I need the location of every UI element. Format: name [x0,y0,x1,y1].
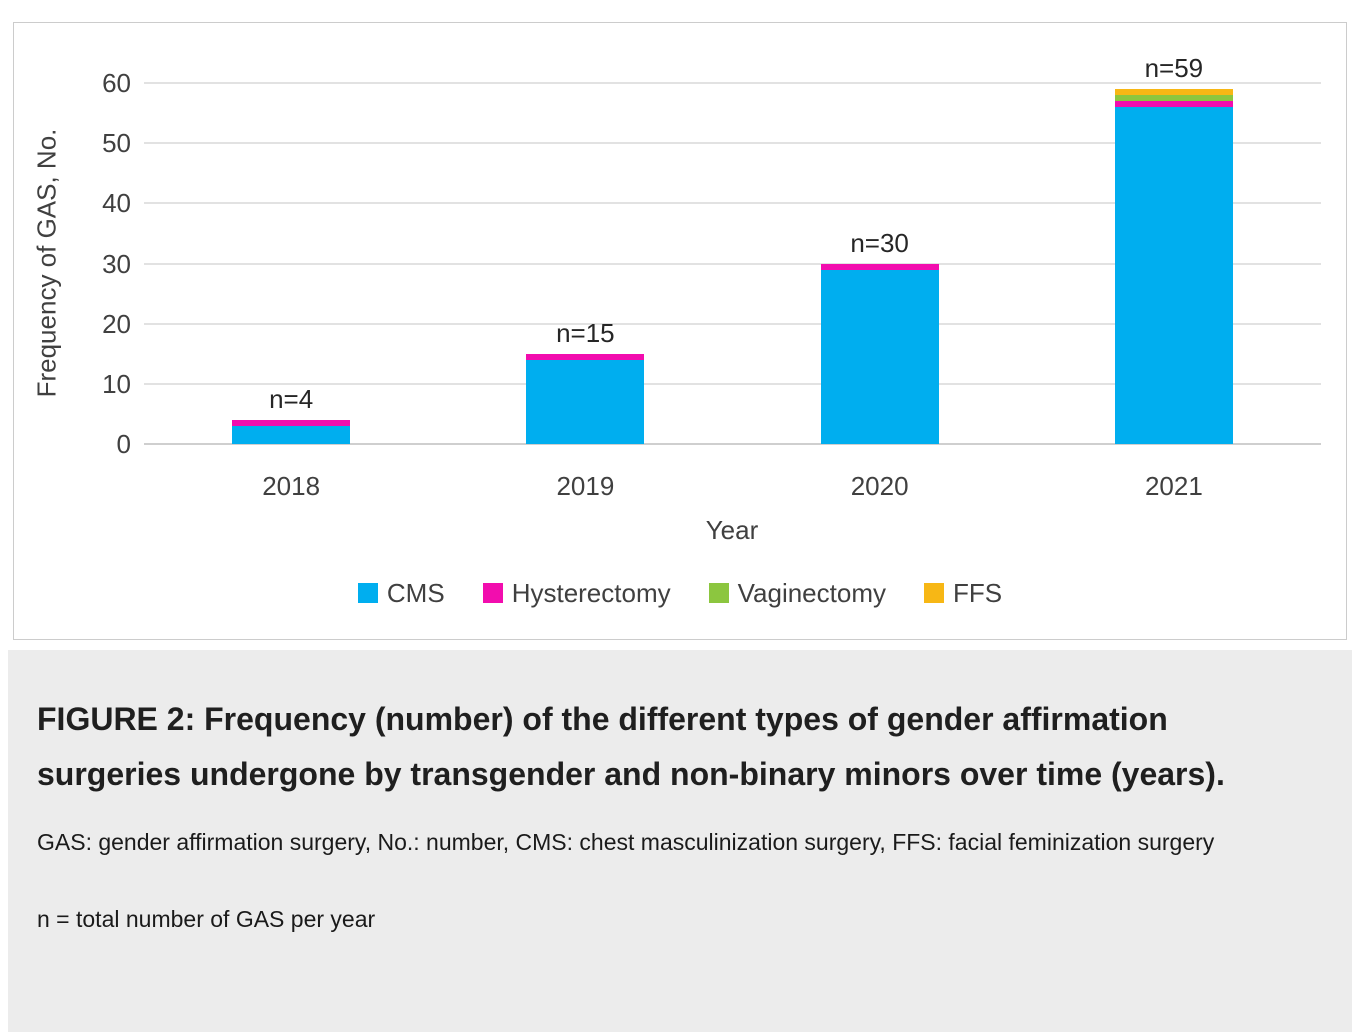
legend-item-hysterectomy: Hysterectomy [482,578,671,608]
bar-segment-ffs-2021 [1114,89,1233,96]
legend-label-cms: CMS [386,578,445,608]
gridline-y20 [144,322,1321,325]
legend-swatch-vaginectomy [708,583,729,603]
y-tick-label-30: 30 [102,248,131,279]
bar-segment-cms-2021 [1114,107,1233,444]
x-tick-label-2020: 2020 [850,471,909,501]
x-axis-title: Year [705,515,759,545]
bar-segment-hysterectomy-2018 [232,419,351,426]
y-axis-title: Frequency of GAS, No. [31,128,62,398]
bar-segment-hysterectomy-2019 [526,353,645,360]
bar-segment-cms-2019 [526,359,645,444]
figure-chart: Frequency of GAS, No. Year CMS Hysterecto… [13,22,1347,640]
gridline-y60 [144,82,1321,84]
gridline-y10 [144,382,1321,385]
x-tick-label-2018: 2018 [262,471,321,501]
bar-segment-cms-2020 [820,269,939,444]
figure-note: n = total number of GAS per year [37,906,376,932]
gridline-y0 [144,443,1321,445]
chart-legend: CMS Hysterectomy Vaginectomy FFS [14,579,1346,607]
bar-segment-hysterectomy-2021 [1114,101,1233,108]
legend-swatch-hysterectomy [482,583,503,603]
y-tick-label-20: 20 [102,308,131,339]
figure-abbreviations: GAS: gender affirmation surgery, No.: nu… [37,829,1215,855]
y-tick-label-40: 40 [102,188,131,219]
y-tick-label-10: 10 [102,368,131,399]
y-tick-label-0: 0 [116,429,131,459]
legend-label-hysterectomy: Hysterectomy [511,578,671,608]
legend-item-cms: CMS [357,578,445,608]
chart-area: Frequency of GAS, No. Year CMS Hysterecto… [14,23,1346,639]
y-tick-label-60: 60 [102,68,131,98]
gridline-y50 [144,142,1321,145]
x-tick-label-2019: 2019 [556,471,615,501]
bar-total-label-2018: n=4 [269,383,314,414]
x-tick-label-2021: 2021 [1144,471,1203,501]
gridline-y30 [144,262,1321,265]
bar-total-label-2021: n=59 [1144,53,1204,84]
bar-segment-vaginectomy-2021 [1114,95,1233,102]
figure-caption-panel: FIGURE 2: Frequency (number) of the diff… [8,650,1352,1032]
y-tick-label-50: 50 [102,128,131,159]
legend-item-vaginectomy: Vaginectomy [708,578,886,608]
legend-label-ffs: FFS [952,578,1003,608]
legend-label-vaginectomy: Vaginectomy [737,578,886,608]
bar-total-label-2019: n=15 [556,317,615,348]
legend-swatch-ffs [923,583,944,603]
bar-total-label-2020: n=30 [850,227,909,258]
legend-swatch-cms [357,583,378,603]
bar-segment-hysterectomy-2020 [820,263,939,270]
legend-item-ffs: FFS [923,578,1003,608]
bar-segment-cms-2018 [232,425,351,444]
figure-title: FIGURE 2: Frequency (number) of the diff… [37,701,1225,792]
gridline-y40 [144,202,1321,205]
